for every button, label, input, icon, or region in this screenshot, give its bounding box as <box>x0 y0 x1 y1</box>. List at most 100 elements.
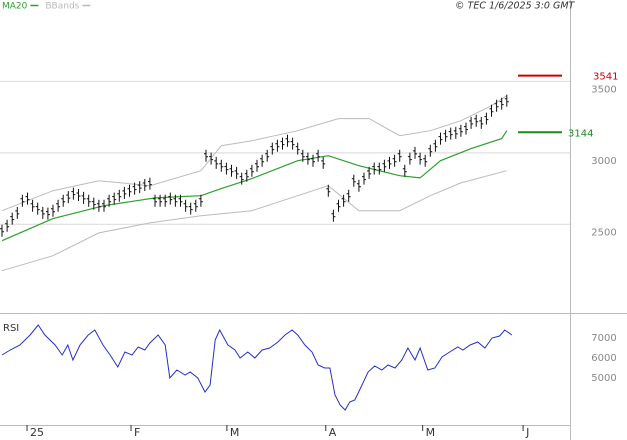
price-bar <box>443 129 448 142</box>
price-bar <box>382 159 387 172</box>
price-bar <box>285 134 290 147</box>
price-bar <box>158 194 163 207</box>
price-bar <box>377 162 382 175</box>
price-bar <box>40 206 45 219</box>
x-tick-label: 25 <box>30 426 44 439</box>
price-bar <box>413 146 417 159</box>
price-bar <box>102 199 106 212</box>
price-bar <box>66 191 71 204</box>
price-bar <box>280 137 285 150</box>
price-bar <box>219 159 224 172</box>
price-bar <box>20 194 25 207</box>
price-bar <box>438 132 443 145</box>
y-tick-label: 6000 <box>591 353 616 364</box>
price-bar <box>183 199 188 212</box>
price-bar <box>300 149 305 162</box>
price-bar <box>147 177 152 190</box>
x-tick-label: M <box>426 426 436 439</box>
price-bar <box>305 152 310 165</box>
price-bar <box>397 149 402 162</box>
price-bar <box>198 194 203 207</box>
price-bar <box>255 159 259 172</box>
y-tick-label: 3500 <box>591 84 616 95</box>
price-bar <box>474 114 479 127</box>
x-tick-label: A <box>329 426 337 439</box>
price-bar <box>193 199 198 212</box>
price-bar <box>127 184 132 197</box>
price-bar <box>188 202 193 215</box>
price-bar <box>351 174 356 187</box>
price-bar <box>173 194 178 207</box>
price-bar <box>35 202 40 215</box>
price-bar <box>260 154 265 167</box>
price-bar <box>249 164 254 177</box>
price-bar <box>244 169 249 182</box>
price-bar <box>224 162 229 175</box>
price-bar <box>107 194 112 207</box>
y-tick-label: 5000 <box>591 373 616 384</box>
price-bar <box>270 142 275 155</box>
price-bar <box>209 152 214 165</box>
price-bar <box>321 156 326 169</box>
price-bar <box>15 206 20 219</box>
price-bar <box>0 224 4 237</box>
level-label: 3541 <box>593 72 618 83</box>
y-tick-label: 7000 <box>591 333 616 344</box>
legend-label: MA20 <box>2 2 28 12</box>
price-bar <box>30 199 35 212</box>
price-bar <box>142 179 147 191</box>
price-bar <box>5 219 10 232</box>
price-bar <box>265 149 270 162</box>
price-bar <box>117 189 122 202</box>
price-bar <box>45 207 50 220</box>
price-bar <box>71 187 76 200</box>
price-bar <box>178 194 183 207</box>
price-bar <box>112 192 117 205</box>
price-bar <box>433 139 438 152</box>
price-bar <box>295 142 300 155</box>
price-bar <box>479 116 484 129</box>
copyright: © TEC 1/6/2025 3:0 GMT <box>455 1 576 12</box>
price-bar <box>290 137 295 150</box>
price-bar <box>423 154 428 167</box>
legend-label: BBands <box>45 2 79 12</box>
x-tick-label: F <box>134 426 140 439</box>
y-tick-label: 3000 <box>591 156 616 167</box>
price-bar <box>122 186 127 199</box>
price-bar <box>464 122 468 135</box>
rsi-title: RSI <box>3 323 19 334</box>
price-bar <box>239 172 244 185</box>
y-tick-label: 2500 <box>591 227 616 238</box>
price-bar <box>331 209 336 222</box>
price-bar <box>91 197 96 210</box>
price-bar <box>499 97 504 110</box>
price-bar <box>137 181 142 194</box>
price-bar <box>407 152 412 165</box>
price-bar <box>234 166 239 179</box>
price-bar <box>484 112 489 125</box>
price-bar <box>86 194 91 207</box>
price-bar <box>458 124 463 137</box>
price-bar <box>10 212 15 225</box>
price-bar <box>204 149 208 162</box>
bband-line <box>1 95 508 212</box>
price-bar <box>163 194 168 207</box>
price-bar <box>61 194 66 207</box>
price-bar <box>453 126 458 139</box>
price-bar <box>229 164 234 177</box>
price-bar <box>316 149 321 162</box>
price-bar <box>96 199 101 212</box>
price-bar <box>428 144 433 157</box>
x-tick-label: J <box>525 426 529 439</box>
price-bar <box>372 162 377 175</box>
price-bar <box>25 192 30 205</box>
price-bar <box>56 199 61 212</box>
rsi-line <box>1 324 513 411</box>
price-bar <box>494 99 499 112</box>
bband-line <box>1 170 507 272</box>
price-bar <box>489 104 494 117</box>
price-bar <box>168 192 173 205</box>
price-bar <box>387 156 392 169</box>
price-bar <box>356 179 361 192</box>
